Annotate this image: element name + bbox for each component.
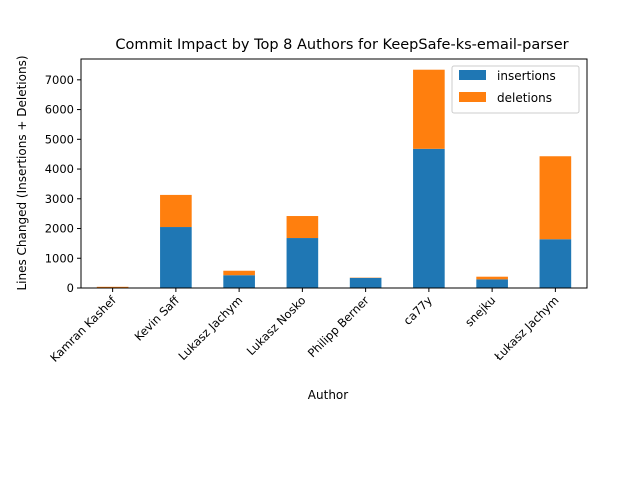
legend-label-deletions: deletions: [497, 91, 552, 105]
bar-deletions-1: [96, 286, 129, 288]
y-tick-label: 1000: [45, 251, 74, 265]
bar-deletions-4: [286, 216, 319, 239]
bar-deletions-2: [160, 194, 192, 228]
bar-insertions-6: [413, 148, 445, 288]
x-axis-label: Author: [308, 388, 348, 402]
y-tick-label: 3000: [45, 192, 74, 206]
bar-deletions-6: [413, 69, 445, 149]
plot-area: [80, 58, 588, 289]
bar-insertions-7: [476, 279, 508, 288]
y-tick-label: 6000: [45, 103, 74, 117]
bar-deletions-8: [539, 156, 572, 240]
legend: insertions deletions: [451, 65, 580, 114]
bar-insertions-2: [160, 227, 192, 288]
legend-swatch-insertions: [459, 70, 486, 80]
bar-deletions-7: [476, 276, 508, 280]
y-tick-label: 5000: [45, 132, 74, 146]
bar-deletions-3: [223, 270, 255, 276]
bar-insertions-3: [223, 275, 255, 288]
y-axis: 0 1000 2000 3000 4000 5000 6000 7000: [45, 73, 81, 295]
y-tick-label: 7000: [45, 73, 74, 87]
axes-frame: [80, 58, 588, 289]
y-tick-label: 2000: [45, 222, 74, 236]
y-tick-label: 0: [67, 281, 74, 295]
chart-title: Commit Impact by Top 8 Authors for KeepS…: [115, 37, 568, 53]
bar-insertions-4: [286, 238, 319, 288]
y-tick-label: 4000: [45, 162, 74, 176]
bar-insertions-5: [349, 277, 382, 288]
legend-swatch-deletions: [459, 92, 486, 102]
bar-insertions-8: [539, 239, 572, 288]
y-axis-label: Lines Changed (Insertions + Deletions): [15, 55, 29, 290]
bars: [96, 69, 572, 288]
legend-label-insertions: insertions: [497, 69, 556, 83]
